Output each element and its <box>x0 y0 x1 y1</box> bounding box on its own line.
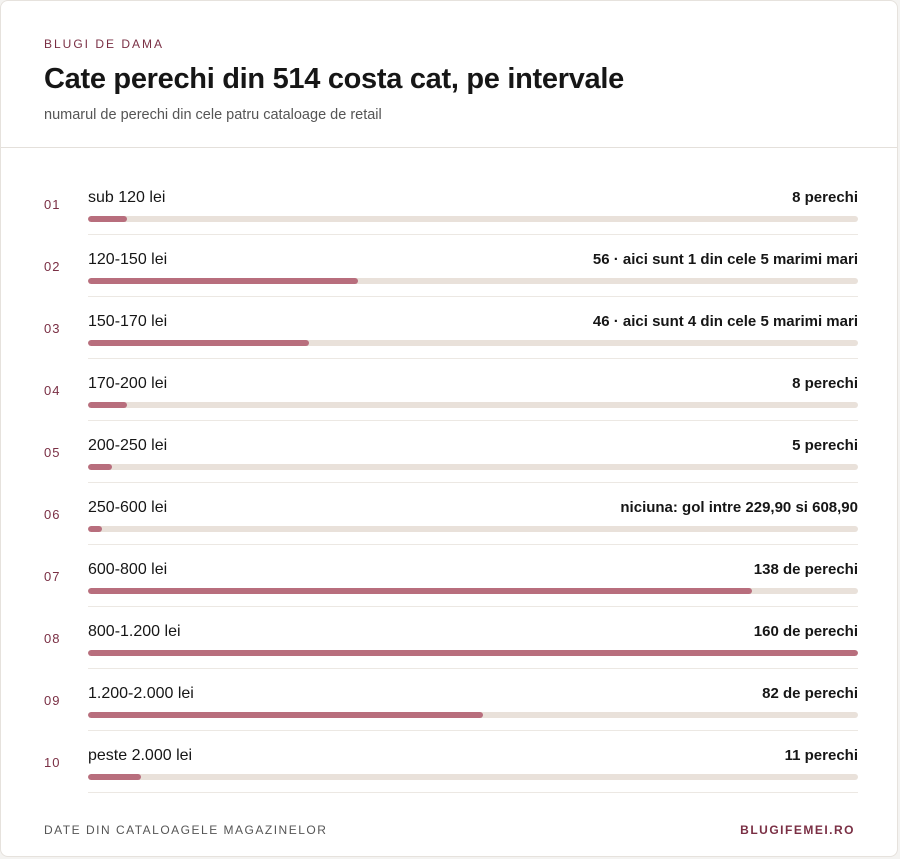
bar-track <box>88 278 858 284</box>
value-label: 160 de perechi <box>753 623 858 640</box>
row-index: 10 <box>44 755 61 770</box>
source-note: DATE DIN CATALOAGELE MAGAZINELOR <box>44 823 328 837</box>
row-index: 04 <box>44 383 61 398</box>
row-divider <box>88 420 858 421</box>
row-divider <box>88 544 858 545</box>
value-label: niciuna: gol intre 229,90 si 608,90 <box>620 499 858 516</box>
row-divider <box>88 606 858 607</box>
bar-fill <box>88 588 752 594</box>
bar-track <box>88 526 858 532</box>
row-divider <box>88 792 858 793</box>
value-label: 82 de perechi <box>762 685 858 702</box>
bar-fill <box>88 712 483 718</box>
row-index: 07 <box>44 569 61 584</box>
eyebrow-label: BLUGI DE DAMA <box>44 37 165 51</box>
bar-row: 04 170-200 lei 8 perechi <box>1 359 899 421</box>
bar-fill <box>88 774 141 780</box>
bar-track <box>88 650 858 656</box>
bar-track <box>88 340 858 346</box>
brand-name: BLUGIFEMEI.RO <box>740 823 855 837</box>
row-divider <box>88 482 858 483</box>
row-index: 06 <box>44 507 61 522</box>
bar-fill <box>88 464 112 470</box>
category-label: 120-150 lei <box>88 251 168 268</box>
row-index: 03 <box>44 321 61 336</box>
row-divider <box>88 234 858 235</box>
bar-track <box>88 588 858 594</box>
bar-row: 10 peste 2.000 lei 11 perechi <box>1 731 899 793</box>
row-divider <box>88 296 858 297</box>
bar-row: 09 1.200-2.000 lei 82 de perechi <box>1 669 899 731</box>
header-divider <box>1 147 897 148</box>
category-label: sub 120 lei <box>88 189 166 206</box>
category-label: 150-170 lei <box>88 313 168 330</box>
row-index: 02 <box>44 259 61 274</box>
category-label: 250-600 lei <box>88 499 168 516</box>
row-divider <box>88 730 858 731</box>
row-index: 08 <box>44 631 61 646</box>
value-label: 56 · aici sunt 1 din cele 5 marimi mari <box>592 251 858 268</box>
value-label: 8 perechi <box>792 189 858 206</box>
category-label: 800-1.200 lei <box>88 623 181 640</box>
value-label: 46 · aici sunt 4 din cele 5 marimi mari <box>592 313 858 330</box>
value-label: 5 perechi <box>792 437 858 454</box>
chart-subtitle: numarul de perechi din cele patru catalo… <box>44 107 382 123</box>
category-label: 200-250 lei <box>88 437 168 454</box>
row-index: 09 <box>44 693 61 708</box>
category-label: 1.200-2.000 lei <box>88 685 194 702</box>
chart-title: Cate perechi din 514 costa cat, pe inter… <box>44 63 624 95</box>
bar-row: 06 250-600 lei niciuna: gol intre 229,90 s… <box>1 483 899 545</box>
category-label: 170-200 lei <box>88 375 168 392</box>
bar-fill <box>88 278 358 284</box>
category-label: peste 2.000 lei <box>88 747 193 764</box>
bar-row: 01 sub 120 lei 8 perechi <box>1 173 899 235</box>
bar-track <box>88 402 858 408</box>
value-label: 11 perechi <box>784 747 858 764</box>
bar-track <box>88 464 858 470</box>
bar-fill <box>88 340 309 346</box>
bar-fill <box>88 216 127 222</box>
bar-row: 02 120-150 lei 56 · aici sunt 1 din cele 5… <box>1 235 899 297</box>
bar-track <box>88 712 858 718</box>
bar-fill <box>88 402 127 408</box>
bar-row: 05 200-250 lei 5 perechi <box>1 421 899 483</box>
bar-row: 08 800-1.200 lei 160 de perechi <box>1 607 899 669</box>
bar-row: 07 600-800 lei 138 de perechi <box>1 545 899 607</box>
value-label: 8 perechi <box>792 375 858 392</box>
bar-fill <box>88 526 102 532</box>
bar-fill <box>88 650 858 656</box>
value-label: 138 de perechi <box>753 561 858 578</box>
row-divider <box>88 668 858 669</box>
row-index: 01 <box>44 197 61 212</box>
row-divider <box>88 358 858 359</box>
row-index: 05 <box>44 445 61 460</box>
category-label: 600-800 lei <box>88 561 168 578</box>
bar-track <box>88 774 858 780</box>
bar-track <box>88 216 858 222</box>
bar-row: 03 150-170 lei 46 · aici sunt 4 din cele 5… <box>1 297 899 359</box>
